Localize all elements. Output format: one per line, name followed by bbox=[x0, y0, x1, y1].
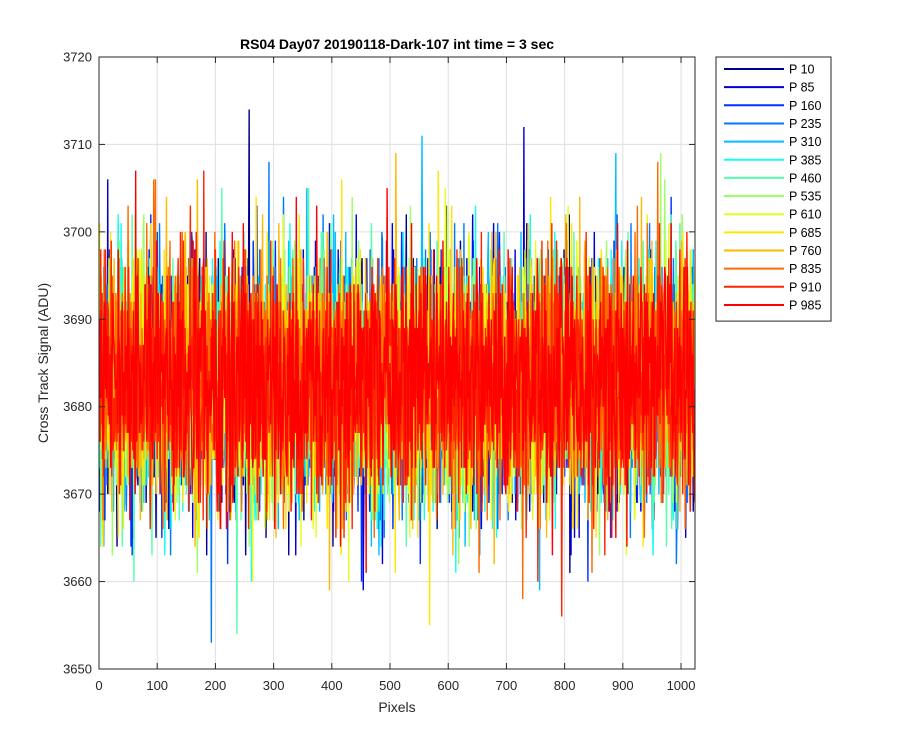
legend-item: P 985 bbox=[724, 298, 821, 312]
series-line bbox=[99, 170, 695, 573]
legend-item: P 235 bbox=[724, 117, 821, 131]
legend-label: P 760 bbox=[789, 244, 821, 258]
x-tick-label: 600 bbox=[437, 678, 459, 693]
plot-frame bbox=[98, 56, 696, 670]
legend-item: P 160 bbox=[724, 99, 821, 113]
legend-label: P 85 bbox=[789, 81, 815, 95]
axis-ticks: 0 100 200 300 400 500 600 700 800 900 1000 3650 3660… bbox=[63, 50, 695, 694]
legend-item: P 385 bbox=[724, 153, 821, 167]
legend-item: P 85 bbox=[724, 81, 815, 95]
legend-label: P 460 bbox=[789, 171, 821, 185]
legend-item: P 835 bbox=[724, 262, 821, 276]
x-tick-label: 1000 bbox=[667, 678, 696, 693]
y-tick-label: 3700 bbox=[63, 224, 92, 239]
legend-label: P 310 bbox=[789, 135, 821, 149]
x-axis-label: Pixels bbox=[378, 699, 415, 715]
y-axis-label: Cross Track Signal (ADU) bbox=[35, 283, 51, 443]
legend-item: P 910 bbox=[724, 280, 821, 294]
legend-label: P 610 bbox=[789, 208, 821, 222]
x-tick-label: 400 bbox=[321, 678, 343, 693]
x-tick-label: 300 bbox=[263, 678, 285, 693]
y-tick-label: 3660 bbox=[63, 574, 92, 589]
legend: P 10 P 85 P 160 P 235 P 310 P 385 P 460 P 535 P … bbox=[715, 56, 832, 322]
y-tick-label: 3680 bbox=[63, 399, 92, 414]
legend-item: P 535 bbox=[724, 190, 821, 204]
legend-label: P 10 bbox=[789, 63, 815, 77]
y-tick-label: 3690 bbox=[63, 312, 92, 327]
legend-label: P 910 bbox=[789, 280, 821, 294]
x-tick-label: 700 bbox=[496, 678, 518, 693]
y-tick-label: 3650 bbox=[63, 662, 92, 677]
series-group bbox=[99, 109, 695, 643]
legend-label: P 385 bbox=[789, 153, 821, 167]
legend-item: P 610 bbox=[724, 208, 821, 222]
legend-label: P 235 bbox=[789, 117, 821, 131]
y-tick-label: 3670 bbox=[63, 487, 92, 502]
legend-item: P 760 bbox=[724, 244, 821, 258]
y-tick-label: 3720 bbox=[63, 50, 92, 65]
x-tick-label: 800 bbox=[554, 678, 576, 693]
legend-label: P 985 bbox=[789, 298, 821, 312]
x-tick-label: 200 bbox=[205, 678, 227, 693]
legend-item: P 310 bbox=[724, 135, 821, 149]
x-tick-label: 900 bbox=[612, 678, 634, 693]
legend-item: P 685 bbox=[724, 226, 821, 240]
legend-label: P 685 bbox=[789, 226, 821, 240]
x-tick-label: 100 bbox=[146, 678, 168, 693]
legend-item: P 10 bbox=[724, 63, 815, 77]
legend-label: P 835 bbox=[789, 262, 821, 276]
y-tick-label: 3710 bbox=[63, 137, 92, 152]
legend-item: P 460 bbox=[724, 171, 821, 185]
legend-label: P 160 bbox=[789, 99, 821, 113]
x-tick-label: 0 bbox=[95, 678, 102, 693]
x-tick-label: 500 bbox=[379, 678, 401, 693]
legend-box bbox=[715, 56, 832, 322]
legend-label: P 535 bbox=[789, 190, 821, 204]
chart-title: RS04 Day07 20190118-Dark-107 int time = … bbox=[240, 36, 554, 52]
